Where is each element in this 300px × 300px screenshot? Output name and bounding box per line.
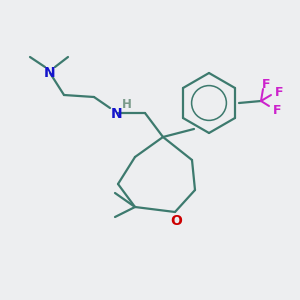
Text: F: F [275, 86, 283, 100]
Text: N: N [44, 66, 56, 80]
Text: F: F [262, 77, 270, 91]
Text: F: F [273, 104, 281, 118]
Text: H: H [122, 98, 132, 110]
Text: N: N [111, 107, 123, 121]
Text: O: O [170, 214, 182, 228]
